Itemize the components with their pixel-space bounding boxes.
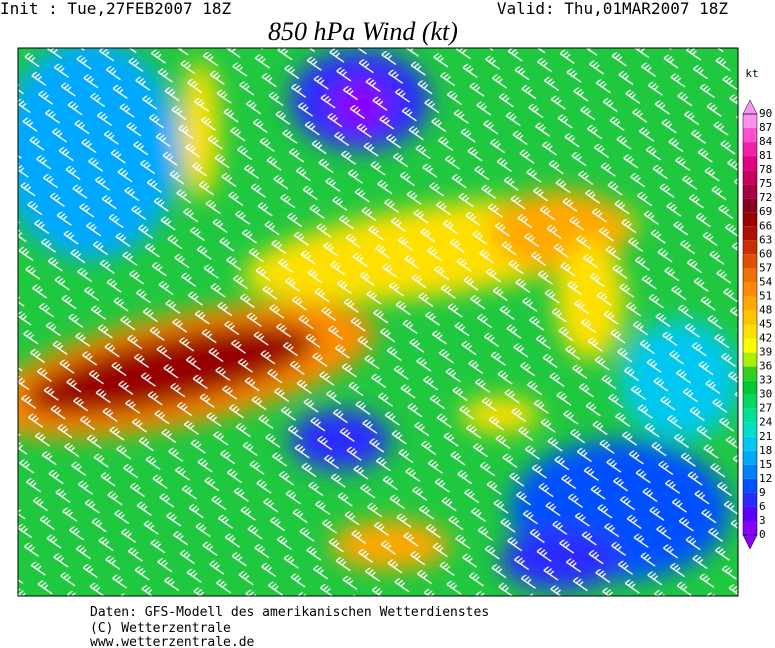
legend-swatch [743, 240, 757, 255]
legend-level: 60 [759, 247, 772, 260]
legend-swatch [743, 520, 757, 535]
legend-swatch [743, 478, 757, 493]
legend-arrow-top [742, 99, 758, 115]
legend-level: 63 [759, 233, 772, 246]
legend-swatch [743, 492, 757, 507]
legend-level: 21 [759, 430, 772, 443]
legend-level: 45 [759, 318, 772, 331]
legend-swatch [743, 352, 757, 367]
legend-swatch [743, 408, 757, 423]
legend-level: 39 [759, 346, 772, 359]
legend-swatch [743, 380, 757, 395]
legend-level: 3 [759, 514, 766, 527]
legend-swatch [743, 310, 757, 325]
legend-swatch [743, 324, 757, 339]
legend-swatch [743, 198, 757, 213]
legend-swatch [743, 254, 757, 269]
legend-swatch [743, 450, 757, 465]
legend-swatch [743, 268, 757, 283]
legend-swatch [743, 394, 757, 409]
legend-swatch [743, 142, 757, 157]
legend-swatch [743, 282, 757, 297]
legend-level: 15 [759, 458, 772, 471]
legend-swatch [743, 114, 757, 129]
legend-level: 87 [759, 121, 772, 134]
legend-level: 90 [759, 107, 772, 120]
legend-swatch [743, 128, 757, 143]
map-frame [17, 47, 739, 597]
legend-swatch [743, 184, 757, 199]
legend-level: 33 [759, 374, 772, 387]
wind-field [18, 48, 738, 596]
legend-level: 12 [759, 472, 772, 485]
legend-level: 69 [759, 205, 772, 218]
legend-unit: kt [745, 67, 758, 80]
footer-line: www.wetterzentrale.de [90, 635, 255, 648]
legend-swatch [743, 422, 757, 437]
legend-level: 42 [759, 332, 772, 345]
legend-level: 54 [759, 275, 773, 288]
map-title: 850 hPa Wind (kt) [268, 17, 458, 46]
legend-arrow-bottom [742, 534, 758, 550]
legend-swatch [743, 464, 757, 479]
legend-swatch [743, 506, 757, 521]
footer-line: (C) Wetterzentrale [90, 621, 231, 636]
legend-swatch [743, 212, 757, 227]
legend-level: 72 [759, 191, 772, 204]
legend-swatch [743, 156, 757, 171]
footer-line: Daten: GFS-Modell des amerikanischen Wet… [90, 605, 489, 620]
legend-level: 57 [759, 261, 772, 274]
legend-level: 75 [759, 177, 772, 190]
init-time: Init : Tue,27FEB2007 18Z [0, 0, 232, 18]
legend-level: 27 [759, 402, 772, 415]
legend-frame [742, 113, 758, 536]
legend-swatch [743, 296, 757, 311]
legend-swatch [743, 366, 757, 381]
legend-level: 0 [759, 528, 766, 541]
legend-level: 51 [759, 289, 772, 302]
legend-swatch [743, 170, 757, 185]
legend-level: 84 [759, 135, 773, 148]
legend-level: 66 [759, 219, 772, 232]
legend-swatch [743, 338, 757, 353]
legend-level: 9 [759, 486, 766, 499]
legend-swatch [743, 436, 757, 451]
legend-level: 6 [759, 500, 766, 513]
legend-swatch [743, 226, 757, 241]
valid-time: Valid: Thu,01MAR2007 18Z [497, 0, 729, 18]
legend-level: 81 [759, 149, 772, 162]
legend-level: 30 [759, 388, 772, 401]
legend-level: 24 [759, 416, 773, 429]
legend-level: 36 [759, 360, 772, 373]
legend-level: 78 [759, 163, 772, 176]
legend-level: 18 [759, 444, 772, 457]
legend-level: 48 [759, 303, 772, 316]
color-legend: kt 0369121518212427303336394245485154576… [742, 67, 773, 550]
